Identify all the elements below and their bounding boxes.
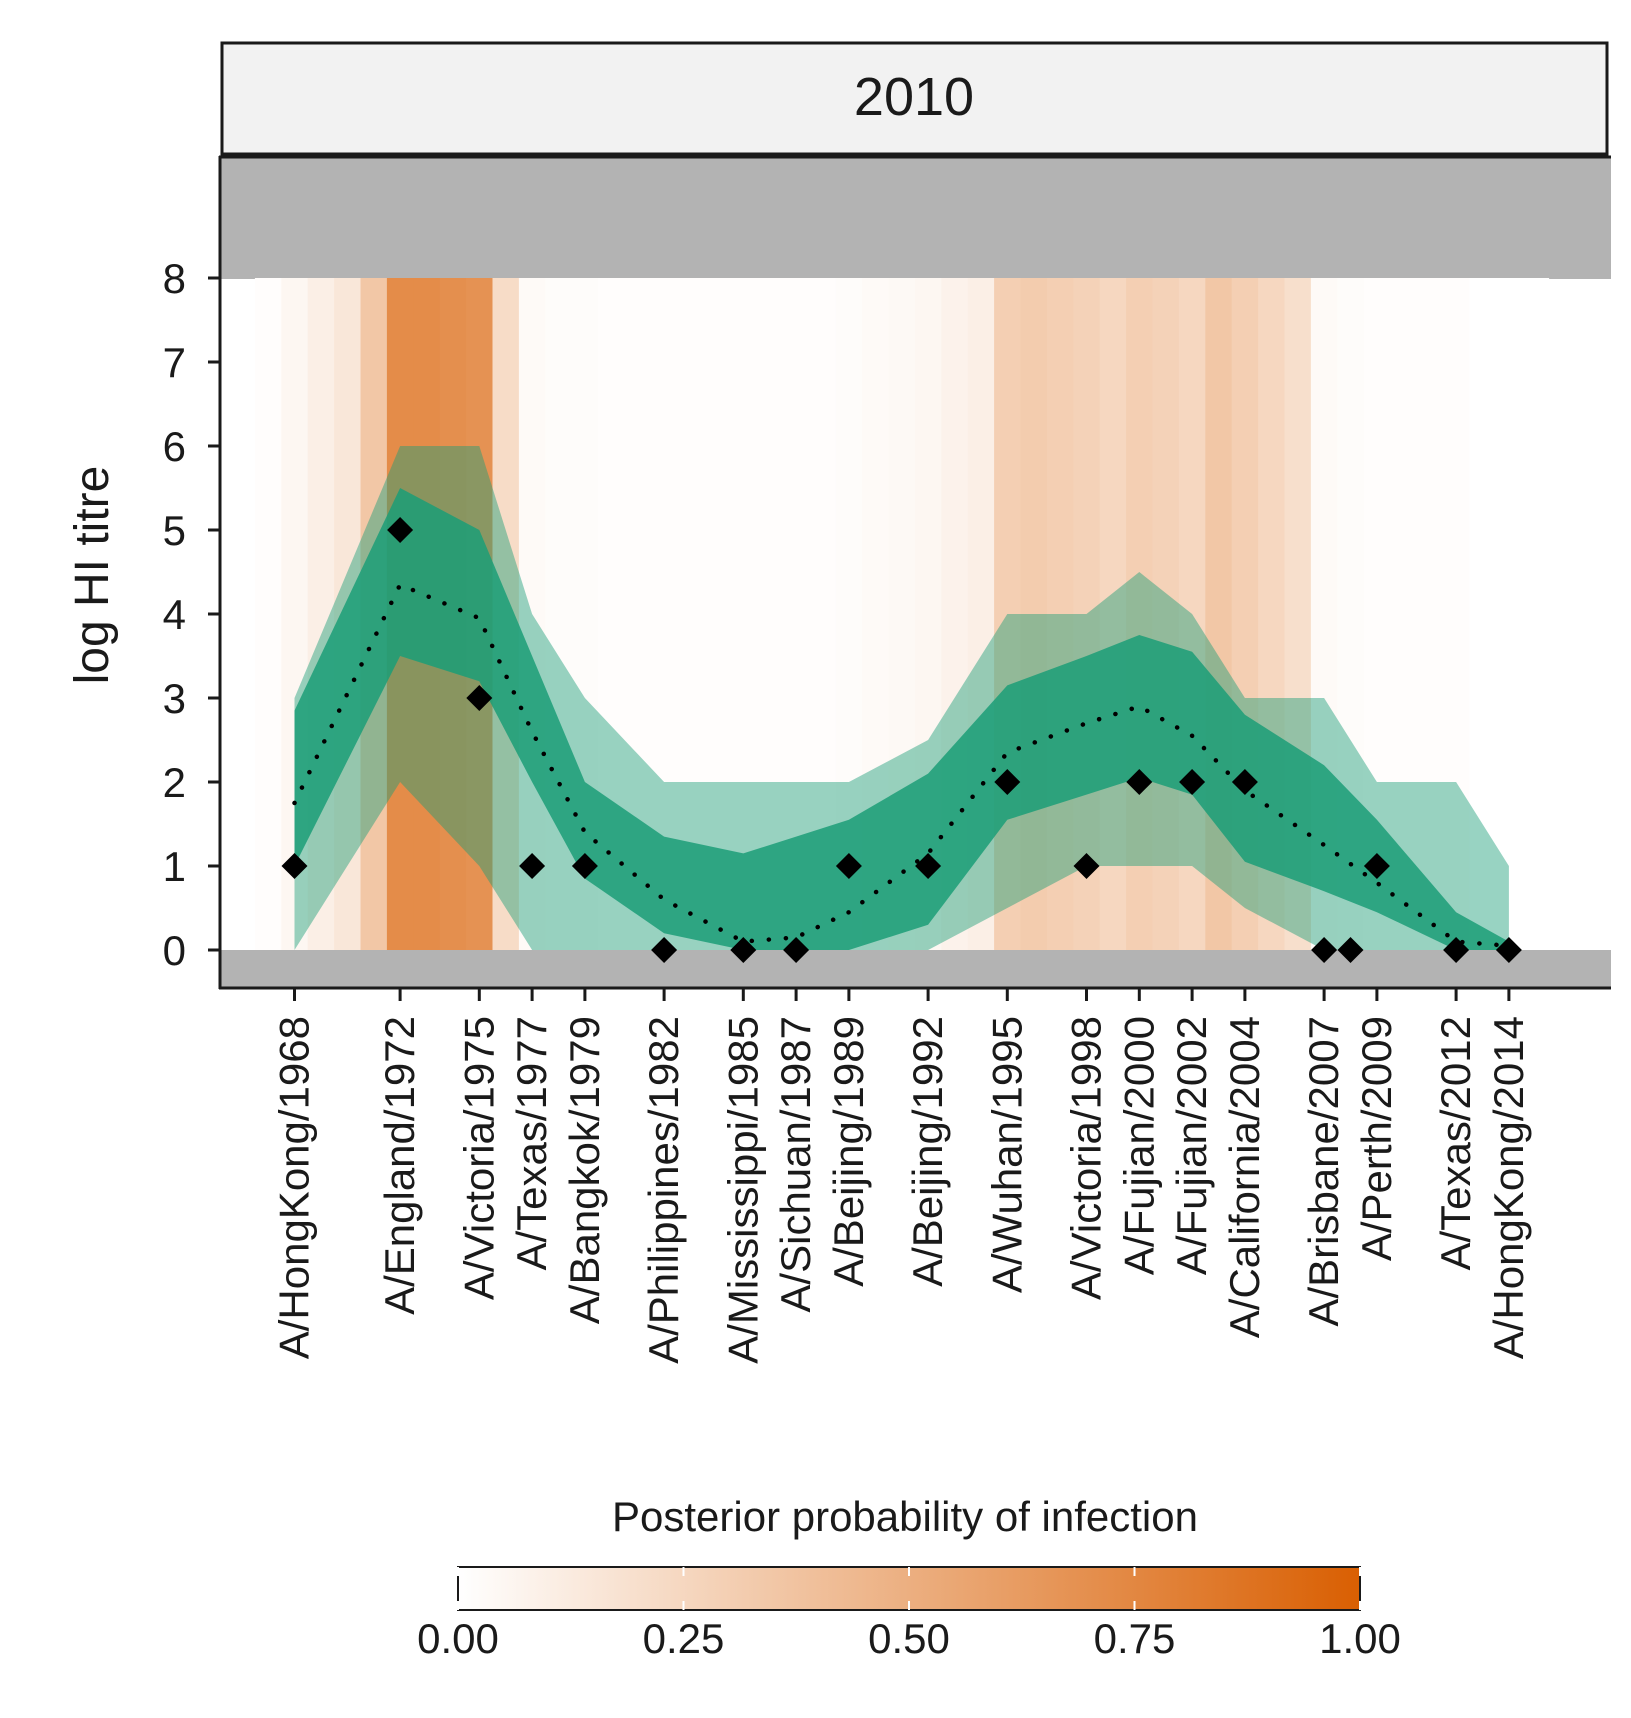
observed-points (281, 517, 1522, 963)
observed-titre-point (281, 853, 308, 879)
observed-titre-point (387, 517, 414, 543)
x-tick-label: A/Fujian/2000 (1115, 1016, 1162, 1275)
inner-credible-band (294, 488, 1509, 950)
infection-prob-stripe (1152, 278, 1180, 950)
observed-titre-point (1073, 853, 1100, 879)
legend-tick-label: 0.75 (1094, 1615, 1176, 1662)
observed-titre-point (1126, 769, 1153, 795)
y-tick-label: 2 (163, 759, 186, 806)
x-axis: A/HongKong/1968 A/England/1972 A/Victoria/… (271, 989, 1532, 1364)
infection-prob-stripe (307, 278, 335, 950)
infection-prob-stripe (1522, 278, 1550, 950)
x-tick-label: A/Mississippi/1985 (719, 1016, 766, 1364)
observed-titre-point (915, 853, 942, 879)
legend-tick-label: 0.25 (643, 1615, 725, 1662)
observed-titre-point (519, 853, 546, 879)
observed-titre-point (1179, 769, 1206, 795)
y-axis-label: log HI titre (66, 466, 119, 685)
observed-titre-point (1363, 853, 1390, 879)
observed-titre-point (466, 685, 493, 711)
observed-titre-point (1311, 937, 1338, 963)
observed-titre-point (835, 853, 862, 879)
infection-prob-stripe (1126, 278, 1154, 950)
y-tick-label: 8 (163, 255, 186, 302)
y-tick-label: 0 (163, 927, 186, 974)
x-tick-label: A/England/1972 (376, 1016, 423, 1315)
infection-prob-stripe (1495, 278, 1523, 950)
y-tick-label: 7 (163, 339, 186, 386)
x-tick-label: A/California/2004 (1221, 1016, 1268, 1338)
observed-titre-point (994, 769, 1021, 795)
observed-titre-point (651, 937, 678, 963)
x-tick-label: A/Bangkok/1979 (561, 1016, 608, 1324)
x-tick-label: A/Texas/1977 (508, 1016, 555, 1271)
x-tick-label: A/Beijing/1992 (904, 1016, 951, 1287)
infection-prob-stripe (1073, 278, 1101, 950)
x-tick-label: A/HongKong/1968 (271, 1016, 318, 1359)
x-tick-label: A/Sichuan/1987 (772, 1016, 819, 1313)
observed-titre-point (1495, 937, 1522, 963)
infection-prob-stripe (1178, 278, 1206, 950)
y-tick-label: 6 (163, 423, 186, 470)
y-tick-label: 1 (163, 843, 186, 890)
infection-prob-stripe (703, 278, 731, 950)
legend-tick-label: 0.50 (868, 1615, 950, 1662)
infection-prob-stripe (1442, 278, 1470, 950)
x-tick-label: A/Fujian/2002 (1168, 1016, 1215, 1275)
infection-prob-stripe (1099, 278, 1127, 950)
observed-titre-point (730, 937, 757, 963)
infection-prob-stripe (994, 278, 1022, 950)
panel-strip (220, 41, 1609, 156)
x-tick-label: A/HongKong/2014 (1485, 1016, 1532, 1359)
observed-titre-point (1337, 937, 1364, 963)
x-tick-label: A/Texas/2012 (1432, 1016, 1479, 1271)
x-tick-label: A/Brisbane/2007 (1300, 1016, 1347, 1327)
legend-title: Posterior probability of infection (612, 1493, 1198, 1540)
infection-prob-stripe (730, 278, 758, 950)
plot-area (220, 158, 1611, 987)
upper-censored-region (220, 158, 1611, 279)
infection-prob-stripe (1046, 278, 1074, 950)
infection-prob-stripe (1390, 278, 1418, 950)
model-fit-bands (292, 446, 1512, 950)
infection-prob-stripe (1469, 278, 1497, 950)
legend-tick-label: 0.00 (417, 1615, 499, 1662)
observed-titre-point (1231, 769, 1258, 795)
median-fit-line (292, 581, 1512, 949)
y-tick-label: 3 (163, 675, 186, 722)
x-tick-label: A/Perth/2009 (1353, 1016, 1400, 1261)
infection-prob-stripe (254, 278, 282, 950)
x-tick-label: A/Victoria/1998 (1063, 1016, 1110, 1300)
lower-censored-region (220, 950, 1611, 987)
observed-titre-point (783, 937, 810, 963)
x-tick-label: A/Wuhan/1995 (983, 1016, 1030, 1293)
infection-prob-stripe (518, 278, 546, 950)
legend-tick-label: 1.00 (1319, 1615, 1401, 1662)
infection-prob-stripe (756, 278, 784, 950)
infection-prob-stripe (1020, 278, 1048, 950)
legend-ticks: 0.00 0.25 0.50 0.75 1.00 (417, 1567, 1401, 1662)
y-axis: 0 1 2 3 4 5 6 7 8 (163, 255, 220, 974)
infection-prob-stripe (677, 278, 705, 950)
observed-titre-point (1443, 937, 1470, 963)
y-tick-label: 5 (163, 507, 186, 554)
y-tick-label: 4 (163, 591, 186, 638)
panel-title: 2010 (854, 67, 974, 127)
x-tick-label: A/Philippines/1982 (640, 1016, 687, 1364)
observed-titre-point (571, 853, 598, 879)
infection-prob-stripe (1416, 278, 1444, 950)
legend: Posterior probability of infection 0.00 0… (417, 1493, 1401, 1662)
x-tick-label: A/Beijing/1989 (825, 1016, 872, 1287)
x-tick-label: A/Victoria/1975 (455, 1016, 502, 1300)
